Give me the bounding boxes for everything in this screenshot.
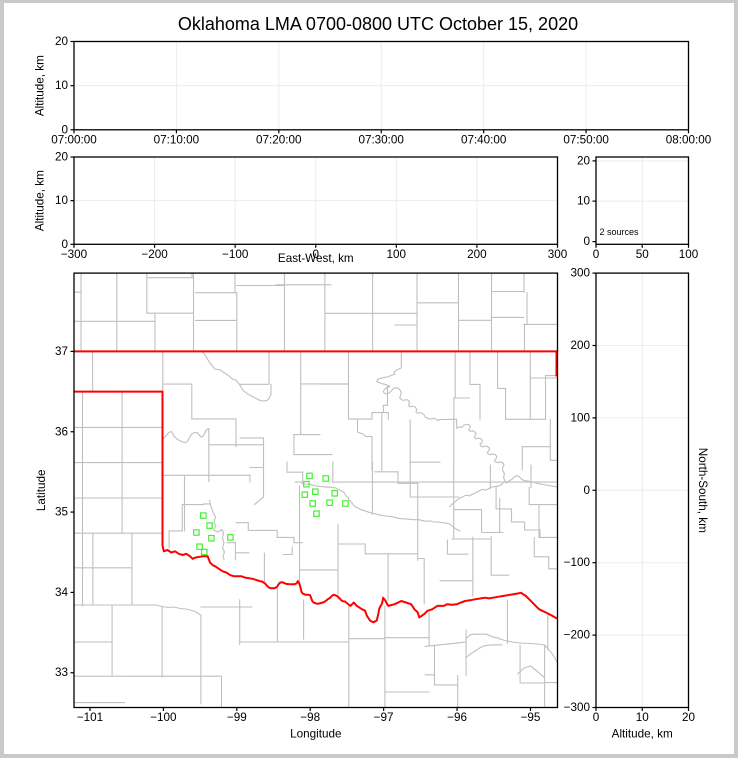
svg-text:20: 20 xyxy=(682,711,696,724)
svg-text:200: 200 xyxy=(467,248,487,261)
svg-text:07:10:00: 07:10:00 xyxy=(154,133,200,146)
svg-text:20: 20 xyxy=(55,35,69,48)
svg-text:10: 10 xyxy=(55,194,69,207)
svg-text:300: 300 xyxy=(548,248,568,261)
svg-text:10: 10 xyxy=(577,195,591,208)
svg-text:Longitude: Longitude xyxy=(290,728,341,741)
svg-text:35: 35 xyxy=(55,506,69,519)
svg-text:0: 0 xyxy=(593,248,600,261)
svg-text:North-South, km: North-South, km xyxy=(696,448,709,533)
svg-text:Altitude, km: Altitude, km xyxy=(34,170,47,231)
svg-text:−96: −96 xyxy=(447,711,467,724)
svg-text:100: 100 xyxy=(679,248,699,261)
svg-text:36: 36 xyxy=(55,425,68,438)
svg-text:100: 100 xyxy=(570,411,590,424)
svg-text:50: 50 xyxy=(636,248,650,261)
svg-text:2 sources: 2 sources xyxy=(600,227,640,237)
svg-text:34: 34 xyxy=(55,586,69,599)
svg-text:07:50:00: 07:50:00 xyxy=(563,133,609,146)
svg-text:Oklahoma LMA 0700-0800 UTC Oct: Oklahoma LMA 0700-0800 UTC October 15, 2… xyxy=(178,14,578,34)
svg-text:Altitude, km: Altitude, km xyxy=(34,55,47,116)
svg-text:0: 0 xyxy=(61,238,68,251)
svg-text:100: 100 xyxy=(387,248,407,261)
svg-text:Latitude: Latitude xyxy=(35,470,48,512)
svg-text:20: 20 xyxy=(55,151,69,164)
svg-text:0: 0 xyxy=(583,484,590,497)
svg-text:0: 0 xyxy=(313,248,320,261)
svg-text:07:00:00: 07:00:00 xyxy=(51,133,97,146)
svg-text:−200: −200 xyxy=(141,248,168,261)
svg-text:−100: −100 xyxy=(150,711,177,724)
svg-text:Altitude, km: Altitude, km xyxy=(612,728,673,741)
svg-text:−300: −300 xyxy=(564,701,591,714)
svg-text:200: 200 xyxy=(570,339,590,352)
svg-text:−200: −200 xyxy=(564,629,591,642)
svg-text:37: 37 xyxy=(55,345,68,358)
svg-text:−300: −300 xyxy=(61,248,88,261)
svg-text:33: 33 xyxy=(55,666,68,679)
svg-text:10: 10 xyxy=(55,79,69,92)
svg-text:08:00:00: 08:00:00 xyxy=(666,133,712,146)
svg-text:300: 300 xyxy=(570,267,590,280)
svg-text:−99: −99 xyxy=(227,711,247,724)
svg-text:07:20:00: 07:20:00 xyxy=(256,133,302,146)
svg-text:East-West, km: East-West, km xyxy=(278,252,354,265)
svg-text:20: 20 xyxy=(577,154,591,167)
svg-text:−95: −95 xyxy=(521,711,541,724)
svg-text:07:30:00: 07:30:00 xyxy=(358,133,404,146)
svg-text:−101: −101 xyxy=(77,711,103,724)
svg-text:−100: −100 xyxy=(564,556,591,569)
svg-text:0: 0 xyxy=(593,711,600,724)
svg-text:−98: −98 xyxy=(300,711,320,724)
svg-text:−100: −100 xyxy=(222,248,249,261)
svg-text:10: 10 xyxy=(636,711,650,724)
svg-text:07:40:00: 07:40:00 xyxy=(461,133,507,146)
svg-text:−97: −97 xyxy=(374,711,394,724)
svg-text:0: 0 xyxy=(583,235,590,248)
svg-text:0: 0 xyxy=(61,123,68,136)
